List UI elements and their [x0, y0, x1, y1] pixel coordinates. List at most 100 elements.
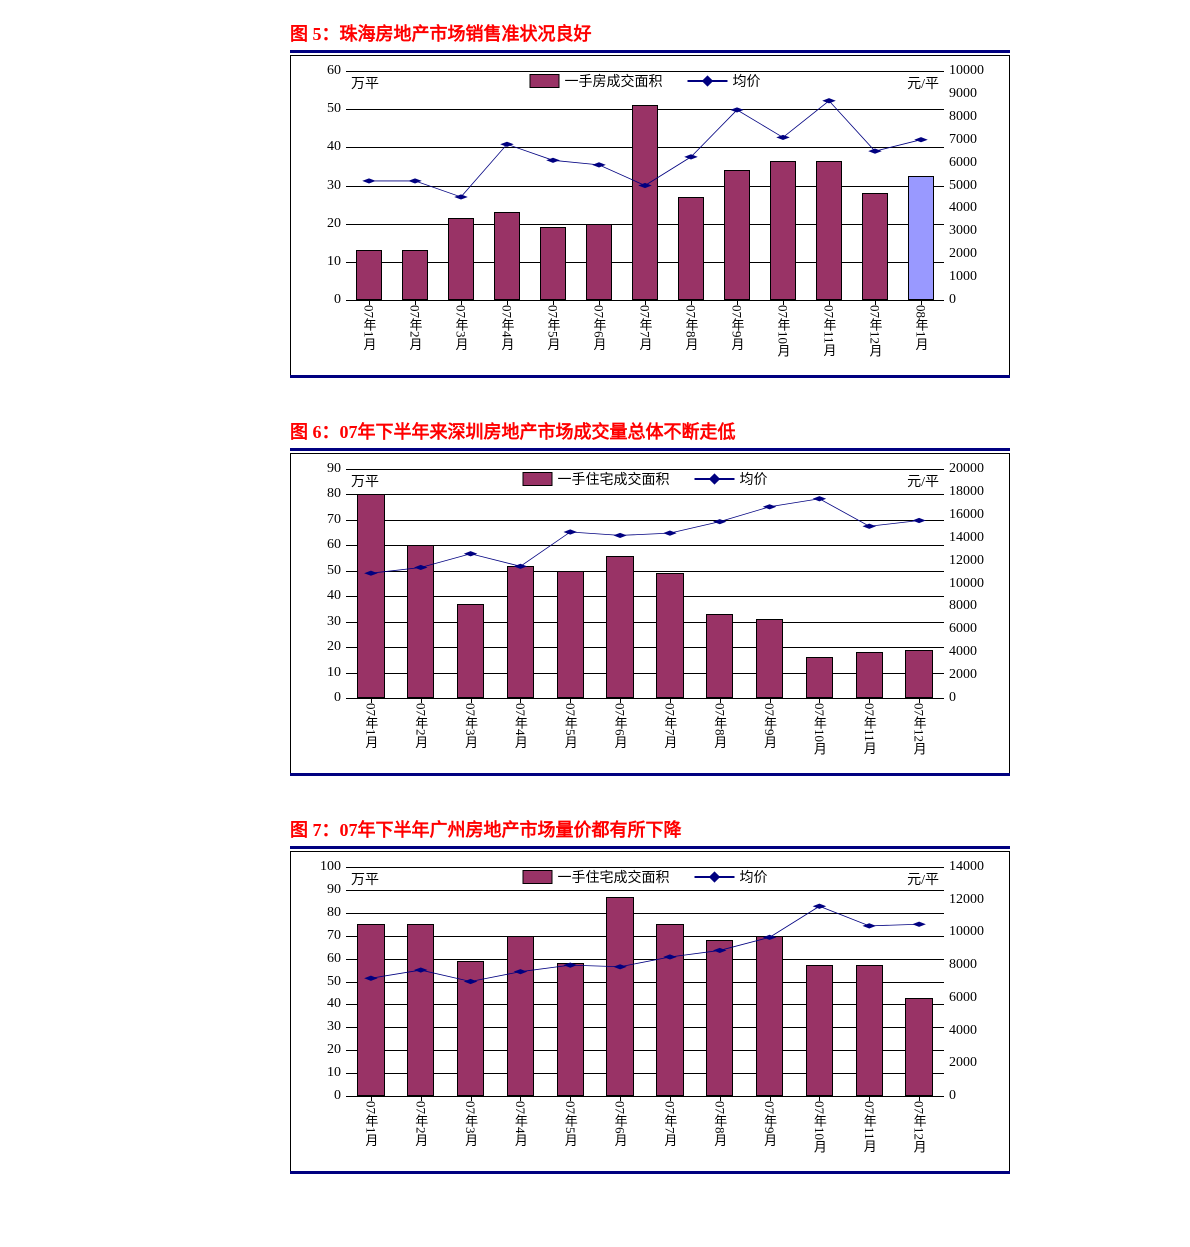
y-right-tick-label: 16000 [949, 507, 999, 523]
x-tick-label: 07年3月 [461, 1101, 480, 1166]
legend-item-bar: 一手住宅成交面积 [523, 867, 670, 887]
x-tick-label: 07年8月 [710, 1101, 729, 1166]
legend-line-label: 均价 [740, 469, 768, 489]
bottom-rule [290, 773, 1010, 776]
bottom-rule [290, 1171, 1010, 1174]
line-marker [663, 954, 677, 959]
line-marker [613, 964, 627, 969]
x-tick-label: 07年7月 [660, 703, 679, 768]
line-marker [822, 98, 836, 103]
line-marker [514, 969, 528, 974]
x-tick-label: 07年4月 [511, 703, 530, 768]
y-left-tick-label: 10 [301, 254, 341, 270]
x-tick-label: 07年9月 [728, 305, 747, 370]
y-left-tick-label: 0 [301, 690, 341, 706]
x-tick-label: 07年5月 [561, 703, 580, 768]
y-left-tick-label: 30 [301, 178, 341, 194]
x-tick-label: 07年11月 [820, 305, 839, 370]
y-right-tick-label: 2000 [949, 667, 999, 683]
plot-area: 0102030405060010002000300040005000600070… [346, 71, 944, 300]
x-tick-label: 07年6月 [611, 1101, 630, 1166]
y-left-tick-label: 20 [301, 639, 341, 655]
legend: 一手房成交面积均价 [530, 71, 761, 91]
y-left-tick-label: 0 [301, 292, 341, 308]
y-right-tick-label: 3000 [949, 223, 999, 239]
x-tick-label: 07年2月 [411, 1101, 430, 1166]
y-left-tick-label: 90 [301, 882, 341, 898]
y-left-tick-label: 60 [301, 63, 341, 79]
y-right-tick-label: 4000 [949, 200, 999, 216]
x-tick-label: 07年9月 [760, 1101, 779, 1166]
x-tick-label: 08年1月 [912, 305, 931, 370]
x-tick-label: 07年5月 [561, 1101, 580, 1166]
x-tick-label: 07年7月 [636, 305, 655, 370]
y-left-tick-label: 50 [301, 101, 341, 117]
x-tick-label: 07年8月 [710, 703, 729, 768]
legend-line-label: 均价 [740, 867, 768, 887]
x-tick-label: 07年6月 [590, 305, 609, 370]
line-marker [364, 976, 378, 981]
legend-bar-label: 一手房成交面积 [565, 71, 663, 91]
line-marker [776, 135, 790, 140]
line-marker [730, 107, 744, 112]
y-left-tick-label: 30 [301, 1019, 341, 1035]
legend-item-bar: 一手住宅成交面积 [523, 469, 670, 489]
line-marker [914, 137, 928, 142]
line-marker [414, 967, 428, 972]
y-right-tick-label: 12000 [949, 892, 999, 908]
legend-item-bar: 一手房成交面积 [530, 71, 663, 91]
line-marker [364, 571, 378, 576]
x-tick-label: 07年1月 [361, 1101, 380, 1166]
legend-bar-swatch [523, 870, 553, 884]
y-left-tick-label: 50 [301, 563, 341, 579]
y-left-tick-label: 60 [301, 537, 341, 553]
bottom-rule [290, 375, 1010, 378]
y-right-tick-label: 6000 [949, 155, 999, 171]
x-tick-label: 07年6月 [611, 703, 630, 768]
line-marker [563, 963, 577, 968]
y-left-tick-label: 40 [301, 588, 341, 604]
chart-box: 0102030405060708090020004000600080001000… [290, 453, 1010, 773]
y-right-tick-label: 20000 [949, 461, 999, 477]
y-left-tick-label: 10 [301, 1065, 341, 1081]
legend-item-line: 均价 [695, 469, 768, 489]
y-right-tick-label: 2000 [949, 1055, 999, 1071]
y-left-tick-label: 50 [301, 974, 341, 990]
y-right-tick-label: 9000 [949, 86, 999, 102]
y-left-tick-label: 40 [301, 139, 341, 155]
y-left-tick-label: 30 [301, 614, 341, 630]
line-marker [464, 979, 478, 984]
line-marker [663, 531, 677, 536]
y-left-tick-label: 20 [301, 216, 341, 232]
legend-bar-label: 一手住宅成交面积 [558, 867, 670, 887]
x-tick-label: 07年1月 [360, 305, 379, 370]
x-tick-label: 07年3月 [461, 703, 480, 768]
grid-line [346, 1096, 944, 1097]
line-marker [912, 518, 926, 523]
x-tick-label: 07年4月 [511, 1101, 530, 1166]
plot-area: 0102030405060708090100020004000600080001… [346, 867, 944, 1096]
x-tick-label: 07年8月 [682, 305, 701, 370]
line-marker [414, 565, 428, 570]
x-tick-label: 07年12月 [910, 1101, 929, 1166]
x-tick-label: 07年7月 [660, 1101, 679, 1166]
x-tick-label: 07年10月 [810, 1101, 829, 1166]
y-left-tick-label: 20 [301, 1042, 341, 1058]
y-right-tick-label: 14000 [949, 530, 999, 546]
x-tick-label: 07年4月 [498, 305, 517, 370]
legend-bar-swatch [523, 472, 553, 486]
y-left-tick-label: 10 [301, 665, 341, 681]
line-marker [464, 551, 478, 556]
y-right-tick-label: 12000 [949, 553, 999, 569]
y-right-tick-label: 1000 [949, 269, 999, 285]
x-tick-label: 07年12月 [866, 305, 885, 370]
line-marker [514, 564, 528, 569]
line-marker [613, 533, 627, 538]
x-tick-label: 07年2月 [406, 305, 425, 370]
y-left-tick-label: 0 [301, 1088, 341, 1104]
y-right-tick-label: 10000 [949, 576, 999, 592]
y-right-tick-label: 0 [949, 292, 999, 308]
figure-title: 图 7：07年下半年广州房地产市场量价都有所下降 [290, 816, 1010, 849]
y-right-tick-label: 18000 [949, 484, 999, 500]
y-left-tick-label: 80 [301, 486, 341, 502]
